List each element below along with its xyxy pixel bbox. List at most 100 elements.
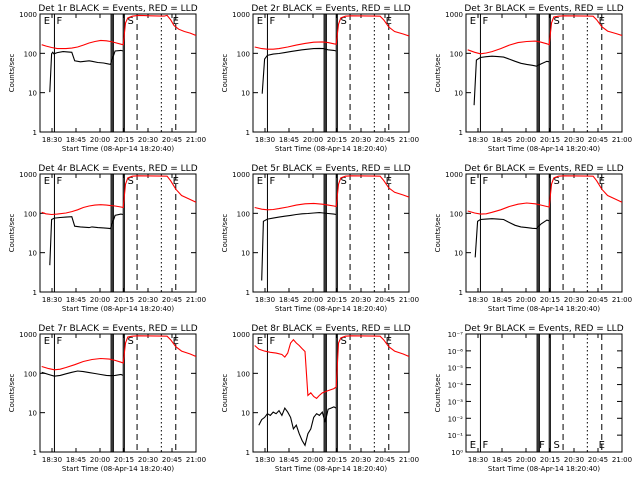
y-tick-label: 10 (454, 250, 463, 258)
marker-S: S (554, 16, 560, 27)
events-series-line (49, 213, 124, 266)
marker-E: E (173, 336, 179, 347)
plot-frame (252, 333, 410, 453)
marker-E: E (44, 16, 50, 27)
x-tick-label: 18:30 (255, 136, 275, 144)
panel-det-2r: Det 2r BLACK = Events, RED = LLD 18:30 18:… (221, 4, 419, 153)
y-tick-label: 1 (246, 449, 250, 457)
panel-det-6r: Det 6r BLACK = Events, RED = LLD 18:30 18:… (434, 164, 632, 313)
x-tick-label: 20:45 (375, 296, 395, 304)
panel-title: Det 8r BLACK = Events, RED = LLD (251, 324, 410, 334)
y-axis-label: Counts/sec (434, 54, 442, 93)
x-tick-label: 21:00 (186, 296, 206, 304)
panel-det-9r: Det 9r BLACK = Events, RED = LLD 18:30 18:… (434, 324, 632, 473)
events-series-line (261, 47, 337, 94)
marker-F: F (482, 440, 488, 451)
lld-series-line (41, 335, 196, 371)
y-tick-label: 10⁻⁷ (448, 331, 464, 339)
panel-title: Det 1r BLACK = Events, RED = LLD (38, 4, 197, 14)
events-series-line (41, 370, 124, 377)
x-tick-label: 20:30 (351, 456, 371, 464)
x-tick-label: 20:00 (516, 296, 536, 304)
x-tick-label: 18:45 (492, 296, 512, 304)
marker-F: F (269, 336, 275, 347)
y-tick-label: 1000 (232, 171, 250, 179)
marker-E: E (257, 16, 263, 27)
y-tick-label: 1000 (19, 171, 37, 179)
x-tick-label: 20:45 (588, 136, 608, 144)
marker-F: F (269, 176, 275, 187)
marker-S: S (341, 176, 347, 187)
x-tick-label: 21:00 (612, 456, 632, 464)
x-tick-label: 20:00 (516, 136, 536, 144)
x-tick-label: 21:00 (399, 136, 419, 144)
plot-frame (465, 333, 623, 453)
y-axis-label: Counts/sec (8, 374, 16, 413)
marker-E: E (173, 16, 179, 27)
panel-title: Det 2r BLACK = Events, RED = LLD (251, 4, 410, 14)
x-tick-label: 20:00 (303, 136, 323, 144)
y-tick-label: 10 (28, 250, 37, 258)
marker-S: S (554, 176, 560, 187)
y-tick-label: 10⁻⁵ (448, 365, 464, 373)
y-tick-label: 10⁻⁶ (448, 348, 464, 356)
x-tick-label: 18:45 (492, 456, 512, 464)
y-tick-label: 10⁰ (451, 449, 463, 457)
marker-S: S (554, 440, 560, 451)
panel-det-5r: Det 5r BLACK = Events, RED = LLD 18:30 18:… (221, 164, 419, 313)
y-tick-label: 10 (28, 90, 37, 98)
x-tick-label: 20:15 (114, 296, 134, 304)
events-series-line (474, 218, 550, 258)
y-tick-label: 10⁻³ (448, 398, 464, 406)
y-tick-label: 10⁻⁴ (448, 382, 464, 390)
x-tick-label: 20:00 (90, 296, 110, 304)
x-tick-label: 20:00 (303, 296, 323, 304)
x-tick-label: 21:00 (186, 136, 206, 144)
x-axis-label: Start Time (08-Apr-14 18:20:40) (488, 465, 600, 473)
marker-E: E (386, 176, 392, 187)
y-tick-label: 100 (450, 50, 463, 58)
x-tick-label: 20:00 (90, 456, 110, 464)
panel-title: Det 5r BLACK = Events, RED = LLD (251, 164, 410, 174)
y-axis-label: Counts/sec (434, 374, 442, 413)
x-tick-label: 20:00 (303, 456, 323, 464)
x-tick-label: 18:45 (66, 456, 86, 464)
marker-S: S (128, 336, 134, 347)
y-tick-label: 100 (24, 50, 37, 58)
x-tick-label: 20:45 (588, 296, 608, 304)
marker-E: E (599, 16, 605, 27)
events-series-line (261, 212, 337, 281)
lld-series-line (467, 15, 622, 55)
marker-E: E (44, 336, 50, 347)
x-axis-label: Start Time (08-Apr-14 18:20:40) (275, 465, 387, 473)
y-tick-label: 100 (237, 50, 250, 58)
y-tick-label: 10 (454, 90, 463, 98)
plot-frame (252, 173, 410, 293)
x-tick-label: 20:15 (327, 296, 347, 304)
marker-F: F (56, 16, 62, 27)
marker-F: F (482, 16, 488, 27)
panel-title: Det 7r BLACK = Events, RED = LLD (38, 324, 197, 334)
y-tick-label: 1 (246, 129, 250, 137)
x-tick-label: 20:30 (138, 456, 158, 464)
y-tick-label: 1000 (19, 11, 37, 19)
x-tick-label: 21:00 (612, 136, 632, 144)
y-tick-label: 1 (246, 289, 250, 297)
x-tick-label: 18:30 (42, 296, 62, 304)
x-tick-label: 18:30 (42, 136, 62, 144)
marker-E: E (44, 176, 50, 187)
y-tick-label: 1 (33, 129, 37, 137)
x-tick-label: 18:45 (279, 136, 299, 144)
x-tick-label: 20:30 (351, 136, 371, 144)
plot-frame (465, 173, 623, 293)
x-tick-label: 20:30 (564, 136, 584, 144)
y-tick-label: 100 (237, 370, 250, 378)
y-tick-label: 1000 (232, 11, 250, 19)
y-tick-label: 10 (241, 250, 250, 258)
x-axis-label: Start Time (08-Apr-14 18:20:40) (275, 145, 387, 153)
y-tick-label: 1000 (19, 331, 37, 339)
panel-det-4r: Det 4r BLACK = Events, RED = LLD 18:30 18:… (8, 164, 206, 313)
y-tick-label: 10 (28, 410, 37, 418)
plot-frame (39, 173, 197, 293)
